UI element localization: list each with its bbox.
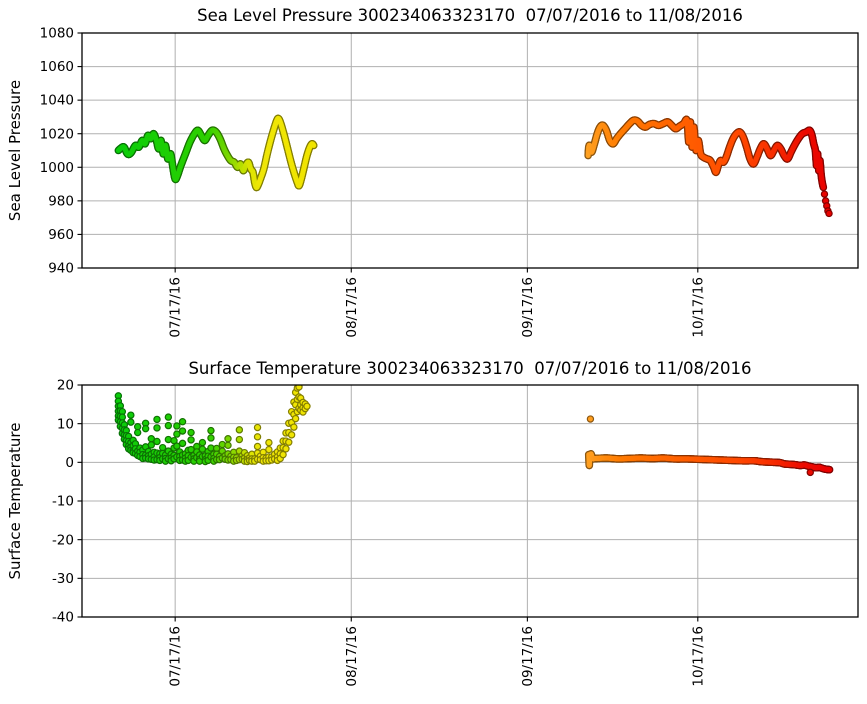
x-tick-label: 07/17/16 — [168, 626, 184, 687]
data-point — [208, 435, 214, 441]
y-tick-label: 1000 — [40, 160, 74, 176]
y-tick-label: -30 — [52, 571, 74, 587]
y-tick-label: 1060 — [40, 59, 74, 75]
data-point — [179, 440, 185, 446]
data-point — [807, 469, 813, 475]
data-point — [289, 432, 295, 438]
data-point — [283, 446, 289, 452]
data-point — [286, 439, 292, 445]
data-point — [188, 429, 194, 435]
y-tick-label: 1020 — [40, 126, 74, 142]
data-point — [179, 428, 185, 434]
pressure-y-axis-label: Sea Level Pressure — [6, 80, 24, 221]
data-point — [174, 423, 180, 429]
data-point — [821, 191, 827, 197]
y-tick-label: 980 — [48, 193, 74, 209]
data-point — [236, 427, 242, 433]
data-point — [208, 428, 214, 434]
data-point — [154, 416, 160, 422]
data-point — [128, 412, 134, 418]
data-point — [266, 440, 272, 446]
y-tick-label: 960 — [48, 227, 74, 243]
data-point — [135, 429, 141, 435]
y-tick-label: 1040 — [40, 93, 74, 109]
data-point — [254, 434, 260, 440]
data-point — [254, 443, 260, 449]
x-tick-label: 08/17/16 — [344, 277, 360, 338]
pressure-chart-title: Sea Level Pressure 300234063323170 07/07… — [197, 6, 743, 25]
data-point — [254, 424, 260, 430]
x-tick-label: 07/17/16 — [168, 277, 184, 338]
x-tick-label: 09/17/16 — [520, 626, 536, 687]
data-point — [304, 403, 310, 409]
data-point — [199, 440, 205, 446]
data-point — [826, 210, 832, 216]
data-point — [148, 442, 154, 448]
plot-border — [82, 33, 858, 268]
x-tick-label: 10/17/16 — [690, 626, 706, 687]
data-point — [143, 426, 149, 432]
y-tick-label: 1080 — [40, 26, 74, 42]
data-point — [225, 442, 231, 448]
y-tick-label: 0 — [65, 455, 74, 471]
data-point — [128, 419, 134, 425]
data-point — [154, 425, 160, 431]
data-point — [266, 446, 272, 452]
sea-level-pressure-chart: 1080 1060 1040 1020 1000 980 960 940 07/17/16 08/… — [40, 26, 858, 338]
y-tick-label: 940 — [48, 261, 74, 277]
data-point — [165, 423, 171, 429]
data-point — [225, 436, 231, 442]
data-point — [292, 416, 298, 422]
x-tick-label: 09/17/16 — [520, 277, 536, 338]
data-point — [165, 414, 171, 420]
temperature-y-axis-label: Surface Temperature — [6, 423, 24, 580]
data-point — [587, 416, 593, 422]
y-tick-label: -10 — [52, 494, 74, 510]
data-point — [154, 438, 160, 444]
y-tick-label: -20 — [52, 532, 74, 548]
y-tick-label: -40 — [52, 610, 74, 626]
data-point — [236, 436, 242, 442]
x-tick-label: 08/17/16 — [344, 626, 360, 687]
data-point — [188, 437, 194, 443]
data-point — [179, 419, 185, 425]
series-group — [115, 384, 829, 476]
y-tick-label: 20 — [57, 378, 74, 394]
temperature-chart-title: Surface Temperature 300234063323170 07/0… — [188, 359, 751, 378]
x-tick-label: 10/17/16 — [690, 277, 706, 338]
surface-temperature-chart: 20 10 0 -10 -20 -30 -40 07/17/16 08/17/16 09/17/1… — [52, 378, 858, 687]
data-point — [291, 424, 297, 430]
y-tick-label: 10 — [57, 416, 74, 432]
